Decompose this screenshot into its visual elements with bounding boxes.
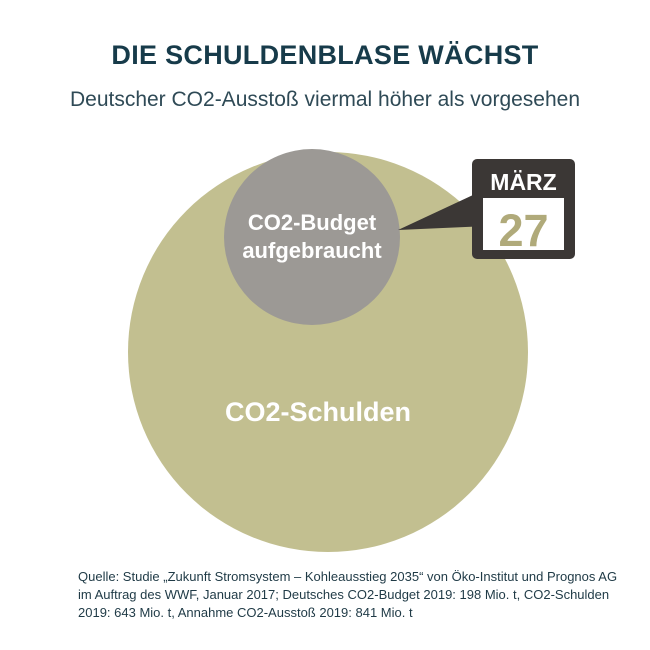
budget-label-line1: CO2-Budget	[248, 210, 377, 235]
source-line-3: 2019: 643 Mio. t, Annahme CO2-Ausstoß 20…	[78, 605, 413, 620]
calendar-month: MÄRZ	[490, 169, 556, 195]
debt-label: CO2-Schulden	[225, 397, 411, 427]
budget-label-line2: aufgebraucht	[242, 238, 382, 263]
calendar-page	[483, 198, 564, 250]
source-line-2: im Auftrag des WWF, Januar 2017; Deutsch…	[78, 587, 610, 602]
source-note: Quelle: Studie „Zukunft Stromsystem – Ko…	[78, 568, 628, 622]
source-line-1: Quelle: Studie „Zukunft Stromsystem – Ko…	[78, 569, 618, 584]
callout-pointer	[398, 188, 488, 230]
calendar-icon: MÄRZ 27	[472, 159, 575, 259]
calendar-day: 27	[498, 205, 548, 256]
budget-bubble	[224, 149, 400, 325]
page-title: DIE SCHULDENBLASE WÄCHST	[111, 40, 539, 70]
page-subtitle: Deutscher CO2-Ausstoß viermal höher als …	[69, 88, 581, 111]
